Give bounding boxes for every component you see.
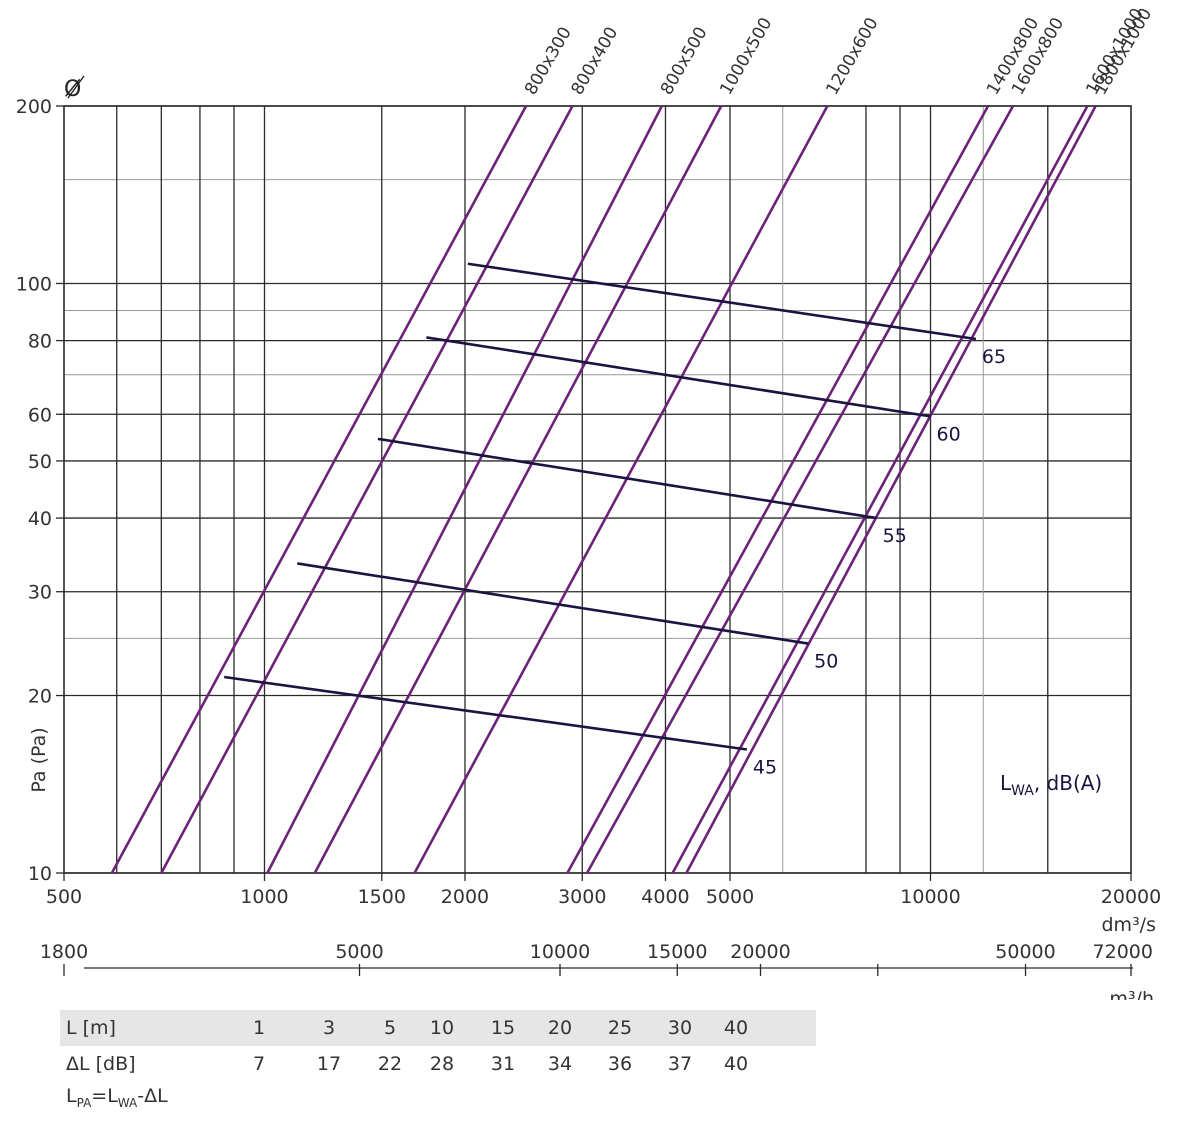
formula-eq: =L [91, 1085, 118, 1107]
plot-frame [63, 105, 1132, 874]
row-header-distance: L [m] [66, 1017, 116, 1039]
table-row: L [m] 1 3 5 10 15 20 25 30 40 [60, 1010, 816, 1046]
table-cell-attenuation: 34 [547, 1053, 573, 1075]
formula: LPA=LWA-ΔL [66, 1085, 168, 1110]
attenuation-table: L [m] 1 3 5 10 15 20 25 30 40 ΔL [dB] 7 17 22 28 31 3… [60, 1010, 816, 1082]
series-line [160, 105, 574, 874]
y-tick-label: 40 [28, 508, 52, 530]
secondary-tick-label: 5000 [335, 941, 383, 963]
sound-level-label: 65 [982, 346, 1006, 368]
x-tick-label: 4000 [641, 886, 689, 908]
formula-lwa-sub: WA [117, 1095, 138, 1110]
secondary-tick-label: 10000 [530, 941, 590, 963]
y-tick-label: 50 [28, 451, 52, 473]
diameter-slash [67, 75, 85, 99]
table-cell-distance: 5 [383, 1017, 397, 1039]
series-line [685, 105, 1097, 874]
x-axis-unit: dm³/s [1102, 914, 1157, 936]
table-cell-attenuation: 22 [377, 1053, 403, 1075]
y-tick-label: 20 [28, 686, 52, 708]
table-cell-attenuation: 7 [252, 1053, 266, 1075]
y-tick-label: 200 [16, 96, 52, 118]
series-line [566, 105, 990, 874]
sound-level-label: 55 [883, 525, 907, 547]
grid [56, 105, 1132, 881]
table-cell-attenuation: 40 [723, 1053, 749, 1075]
table-cell-distance: 10 [429, 1017, 455, 1039]
table-cell-distance: 30 [667, 1017, 693, 1039]
table-cell-distance: 15 [490, 1017, 516, 1039]
sound-level-line [224, 675, 748, 751]
secondary-tick-label: 50000 [995, 941, 1055, 963]
noise-label-suffix: , dB(A) [1034, 771, 1102, 795]
secondary-tick-label: 15000 [647, 941, 707, 963]
x-tick-label: 20000 [1101, 886, 1161, 908]
sound-level-line [467, 262, 977, 341]
series-label: 800x500 [657, 24, 712, 99]
x-tick-labels: 500 1000 1500 2000 3000 4000 5000 10000 20000 [46, 886, 1161, 908]
noise-label-L: L [1000, 771, 1012, 795]
table-cell-attenuation: 37 [667, 1053, 693, 1075]
series-line [671, 105, 1089, 874]
formula-tail: -ΔL [137, 1085, 168, 1107]
y-axis-label: Pa (Pa) [28, 727, 50, 792]
series-line [413, 105, 829, 874]
table-cell-attenuation: 36 [607, 1053, 633, 1075]
x-tick-label: 3000 [558, 886, 606, 908]
noise-label: LWA, dB(A) [1000, 771, 1102, 799]
series-label: 1000x500 [716, 14, 776, 98]
sound-level-label: 50 [814, 651, 838, 673]
table-cell-distance: 20 [547, 1017, 573, 1039]
table-cell-attenuation: 28 [429, 1053, 455, 1075]
sound-level-line [297, 562, 809, 645]
x-tick-label: 2000 [441, 886, 489, 908]
pressure-flow-chart: 10 20 30 40 50 60 80 100 200 500 1000 1500 2000 3000… [16, 5, 1161, 1000]
formula-lpa: L [66, 1085, 77, 1107]
y-tick-label: 30 [28, 582, 52, 604]
table-cell-attenuation: 17 [316, 1053, 342, 1075]
secondary-axis: 1800 5000 10000 15000 20000 50000 72000 [40, 941, 1153, 976]
sound-level-label: 45 [753, 756, 777, 778]
secondary-tick-label: 1800 [40, 941, 88, 963]
series-line [110, 105, 528, 874]
table-row: ΔL [dB] 7 17 22 28 31 34 36 37 40 [60, 1046, 816, 1082]
y-tick-label: 10 [28, 863, 52, 885]
table-cell-distance: 3 [322, 1017, 336, 1039]
series-label: 800x400 [567, 24, 622, 99]
y-tick-label: 100 [16, 273, 52, 295]
y-tick-label: 80 [28, 331, 52, 353]
sound-level-line [426, 336, 931, 418]
series-line [585, 105, 1015, 874]
x-tick-label: 5000 [706, 886, 754, 908]
table-cell-distance: 40 [723, 1017, 749, 1039]
secondary-tick-label: 20000 [730, 941, 790, 963]
secondary-tick-label: 72000 [1093, 941, 1153, 963]
formula-lpa-sub: PA [76, 1095, 92, 1110]
series-label: 1200x600 [822, 14, 882, 98]
series-line [313, 105, 723, 874]
y-tick-label: 60 [28, 404, 52, 426]
sound-level-lines: 45 50 55 60 65 [224, 262, 1006, 778]
row-header-attenuation: ΔL [dB] [66, 1053, 136, 1075]
table-cell-distance: 25 [607, 1017, 633, 1039]
x-tick-label: 10000 [900, 886, 960, 908]
y-tick-labels: 10 20 30 40 50 60 80 100 200 [16, 96, 52, 885]
x-tick-label: 500 [46, 886, 82, 908]
sound-level-label: 60 [937, 423, 961, 445]
noise-label-sub: WA [1011, 783, 1034, 799]
secondary-x-axis-unit: m³/h [1109, 988, 1154, 1000]
table-cell-attenuation: 31 [490, 1053, 516, 1075]
x-tick-label: 1000 [240, 886, 288, 908]
sound-level-line [377, 437, 877, 520]
diameter-symbol: Ø [64, 77, 81, 102]
x-tick-label: 1500 [358, 886, 406, 908]
series-line [266, 105, 663, 874]
table-cell-distance: 1 [252, 1017, 266, 1039]
